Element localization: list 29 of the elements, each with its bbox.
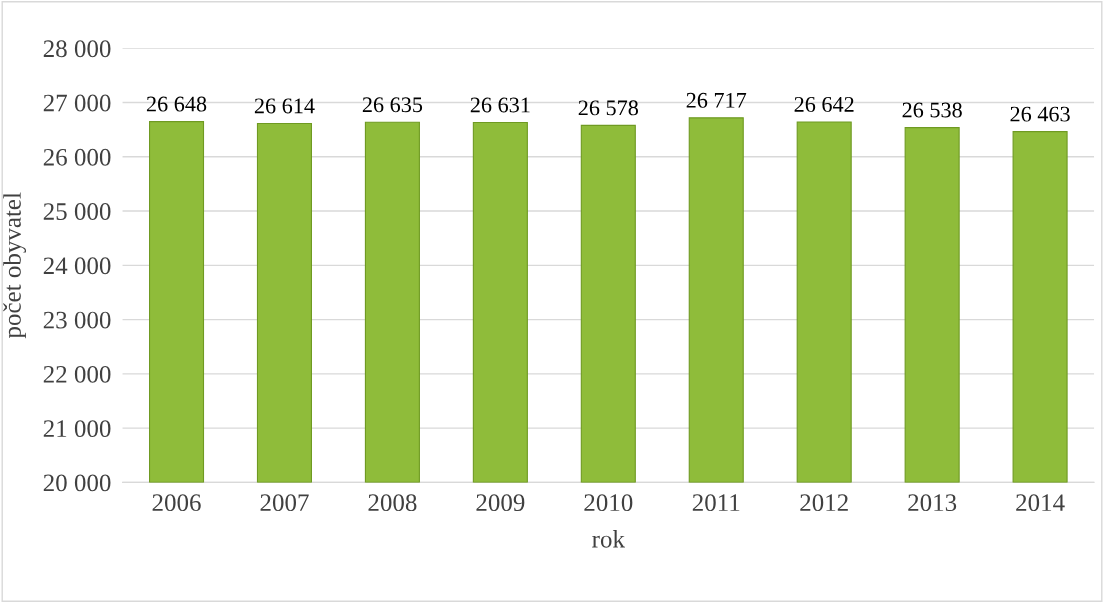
- data-label: 26 642: [794, 96, 854, 112]
- y-tick-label: 26 000: [43, 148, 111, 166]
- data-label: 26 463: [1010, 106, 1070, 122]
- y-tick-label: 22 000: [43, 365, 111, 383]
- y-tick-label: 24 000: [43, 257, 111, 275]
- y-tick-label: 23 000: [43, 311, 111, 329]
- x-tick-label: 2009: [476, 494, 525, 512]
- data-label: 26 717: [686, 92, 747, 108]
- data-label: 26 538: [902, 102, 962, 118]
- x-tick-label: 2014: [1016, 494, 1065, 512]
- x-axis-title: rok: [592, 530, 625, 548]
- data-label: 26 648: [146, 96, 207, 112]
- y-tick-label: 25 000: [43, 203, 111, 220]
- x-tick-label: 2008: [368, 494, 417, 512]
- data-label: 26 614: [254, 98, 315, 114]
- data-label: 26 578: [578, 100, 639, 116]
- data-label: 26 631: [470, 97, 530, 113]
- y-axis-title: počet obyvatel: [3, 192, 27, 339]
- x-tick-label: 2013: [908, 494, 957, 512]
- x-tick-label: 2006: [152, 494, 201, 512]
- x-tick-label: 2007: [260, 494, 309, 512]
- data-label: 26 635: [362, 97, 423, 113]
- y-tick-label: 27 000: [43, 94, 111, 112]
- y-tick-label: 21 000: [43, 420, 111, 438]
- x-tick-label: 2012: [800, 494, 848, 512]
- y-tick-label: 20 000: [43, 474, 111, 492]
- x-tick-label: 2011: [692, 494, 740, 512]
- x-tick-label: 2010: [584, 494, 633, 512]
- y-tick-label: 28 000: [43, 40, 111, 58]
